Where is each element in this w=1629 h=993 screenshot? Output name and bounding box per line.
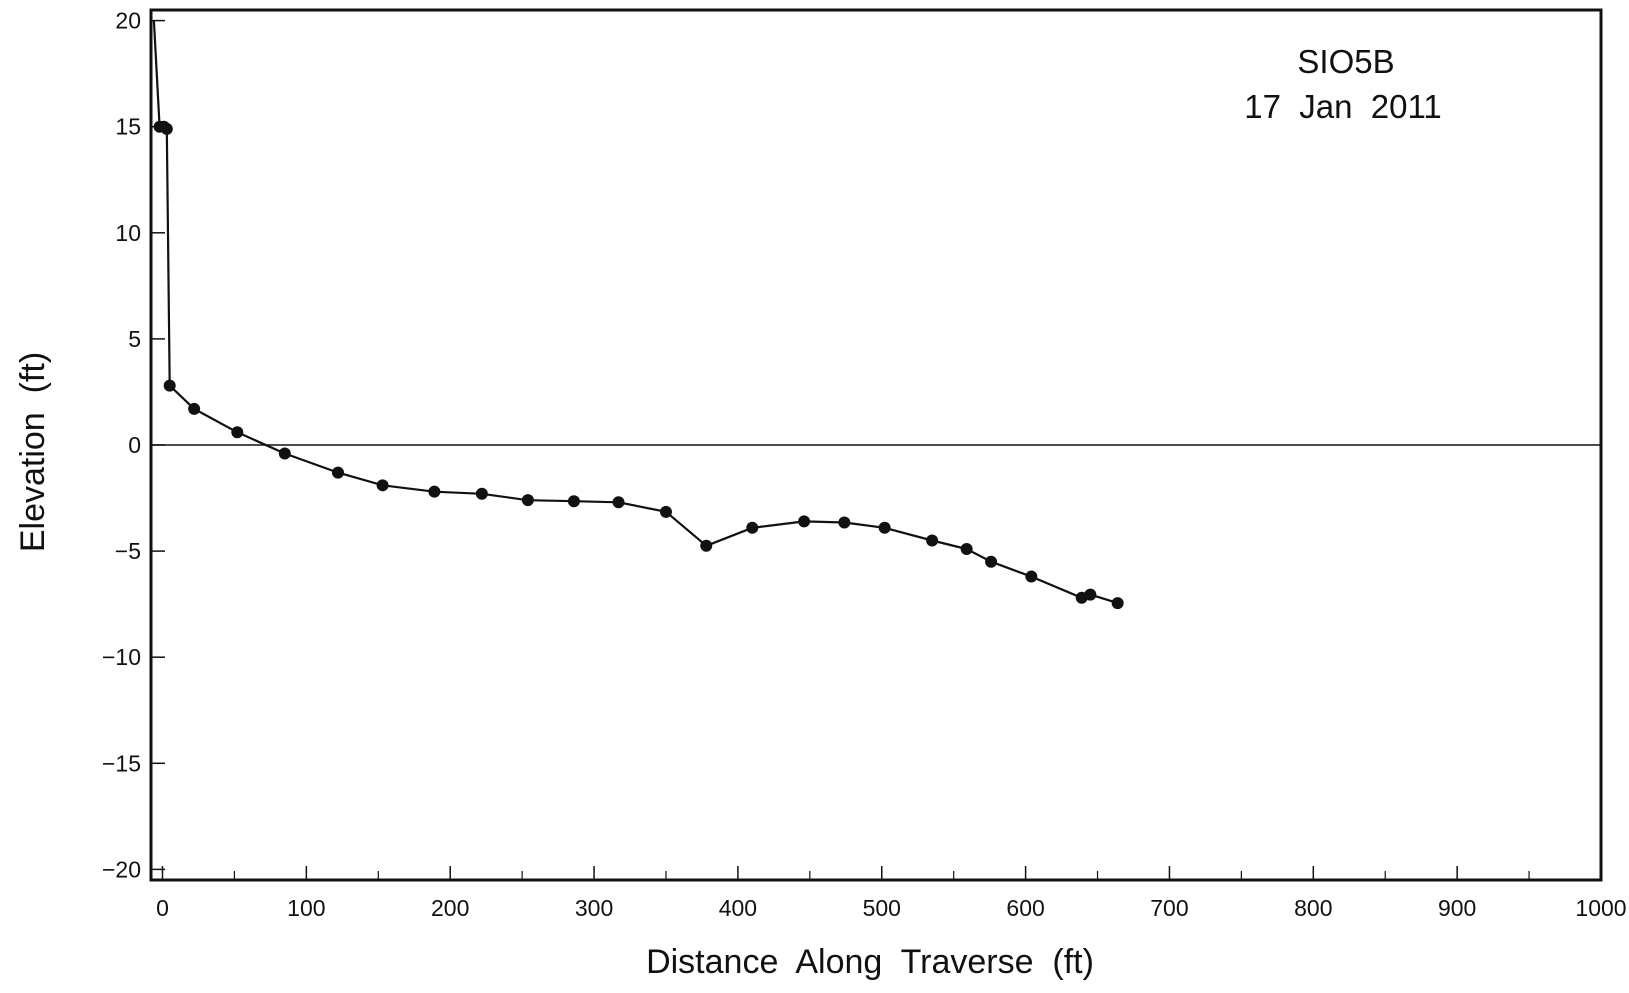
x-axis-label: Distance Along Traverse (ft) — [646, 943, 1094, 981]
x-tick-label: 1000 — [1575, 895, 1626, 921]
data-point — [1084, 588, 1097, 601]
x-ticks-group: 0 100 200 300 400 500 600 700 800 900 1000 — [156, 866, 1627, 921]
data-point — [428, 485, 441, 498]
data-point — [700, 539, 713, 552]
annotation-station-label: SIO5B — [1297, 43, 1394, 80]
data-point — [475, 487, 488, 500]
x-tick-label: 800 — [1294, 895, 1332, 921]
data-point — [160, 122, 173, 135]
data-point — [278, 447, 291, 460]
y-tick-label: 15 — [115, 114, 141, 140]
data-point — [521, 494, 534, 507]
x-tick-label: 900 — [1438, 895, 1476, 921]
annotation-date-label: 17 Jan 2011 — [1244, 88, 1442, 125]
data-point — [1111, 597, 1124, 610]
y-tick-label: −20 — [102, 856, 141, 882]
data-point — [985, 555, 998, 568]
x-tick-label: 700 — [1150, 895, 1188, 921]
data-point — [376, 479, 389, 492]
y-tick-label: 0 — [128, 432, 141, 458]
data-point — [798, 515, 811, 528]
y-ticks-group: 20 15 10 5 0 −5 −10 −15 −20 — [102, 8, 165, 882]
y-axis-label: Elevation (ft) — [14, 352, 52, 552]
x-tick-label: 500 — [863, 895, 901, 921]
data-point — [926, 534, 939, 547]
y-tick-label: 20 — [115, 8, 141, 34]
data-point — [163, 379, 176, 392]
data-point — [659, 505, 672, 518]
y-tick-label: −15 — [102, 750, 141, 776]
x-tick-label: 0 — [156, 895, 169, 921]
data-point — [612, 496, 625, 509]
y-tick-label: 5 — [128, 326, 141, 352]
data-point — [567, 495, 580, 508]
series-line — [152, 20, 1119, 605]
x-tick-label: 400 — [719, 895, 757, 921]
data-point — [878, 521, 891, 534]
data-point — [1025, 570, 1038, 583]
data-point — [960, 542, 973, 555]
x-tick-label: 600 — [1006, 895, 1044, 921]
data-point — [231, 426, 244, 439]
x-tick-label: 100 — [287, 895, 325, 921]
data-point — [838, 516, 851, 529]
y-tick-label: 10 — [115, 220, 141, 246]
data-point — [332, 466, 345, 479]
axes-group — [149, 8, 1603, 882]
y-tick-label: −5 — [115, 538, 141, 564]
x-tick-label: 300 — [575, 895, 613, 921]
data-point — [188, 402, 201, 415]
x-tick-label: 200 — [431, 895, 469, 921]
y-tick-label: −10 — [102, 644, 141, 670]
series-group — [152, 20, 1124, 610]
data-point — [746, 521, 759, 534]
